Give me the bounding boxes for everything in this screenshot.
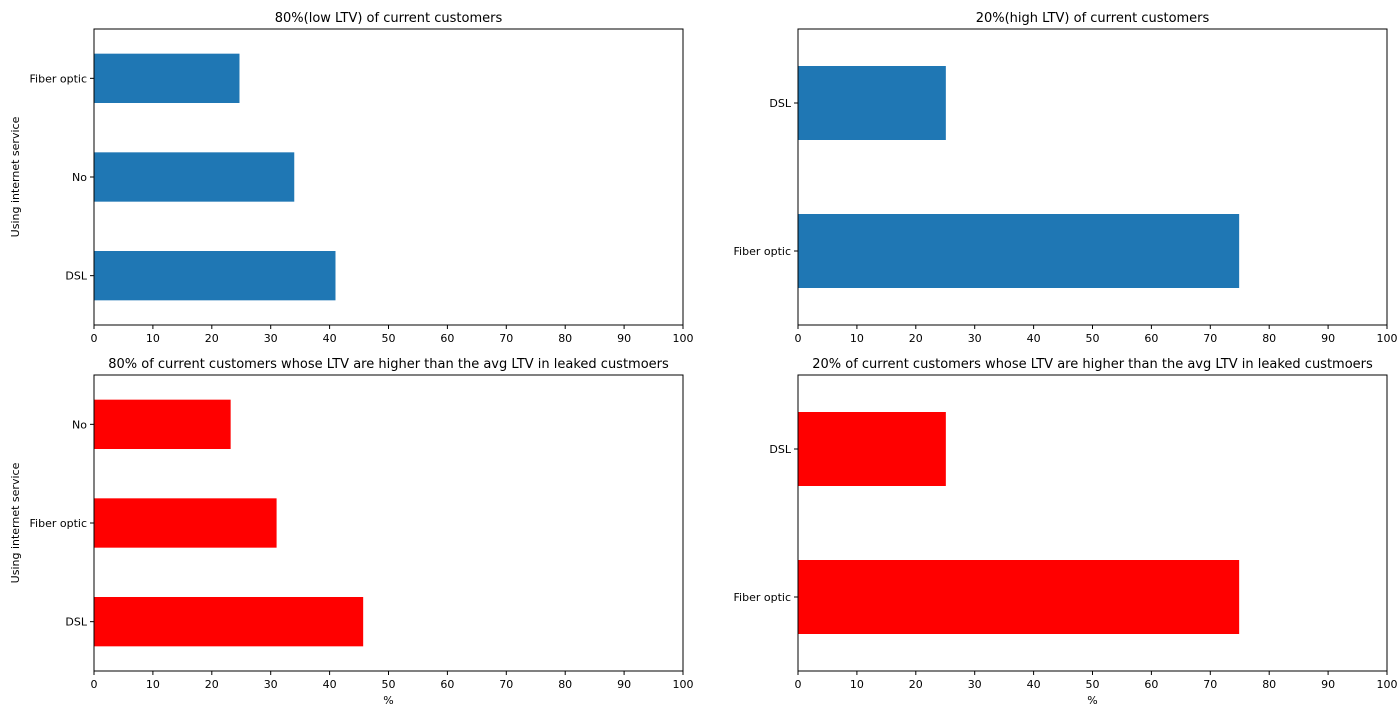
bar bbox=[94, 597, 364, 647]
chart-title: 80% of current customers whose LTV are h… bbox=[108, 357, 669, 372]
x-tick-label: 70 bbox=[499, 678, 513, 691]
x-tick-label: 0 bbox=[91, 678, 98, 691]
x-tick-label: 30 bbox=[968, 678, 982, 691]
x-tick-label: 40 bbox=[323, 332, 337, 345]
x-tick-label: 20 bbox=[909, 678, 923, 691]
bar bbox=[798, 560, 1240, 634]
x-tick-label: 10 bbox=[850, 332, 864, 345]
x-tick-label: 60 bbox=[1144, 678, 1158, 691]
x-tick-label: 10 bbox=[146, 678, 160, 691]
chart-panel-4: 20% of current customers whose LTV are h… bbox=[734, 357, 1398, 707]
x-tick-label: 20 bbox=[205, 678, 219, 691]
x-tick-label: 100 bbox=[673, 678, 694, 691]
y-tick-label: Fiber optic bbox=[734, 591, 791, 604]
bar bbox=[798, 214, 1240, 288]
x-tick-label: 60 bbox=[440, 678, 454, 691]
x-tick-label: 100 bbox=[1377, 678, 1398, 691]
y-tick-label: No bbox=[72, 171, 87, 184]
x-tick-label: 30 bbox=[264, 332, 278, 345]
x-tick-label: 0 bbox=[795, 332, 802, 345]
y-tick-label: Fiber optic bbox=[30, 72, 87, 85]
x-tick-label: 40 bbox=[323, 678, 337, 691]
x-tick-label: 60 bbox=[1144, 332, 1158, 345]
chart-title: 20%(high LTV) of current customers bbox=[976, 11, 1210, 26]
chart-title: 20% of current customers whose LTV are h… bbox=[812, 357, 1373, 372]
x-axis-label: % bbox=[1087, 694, 1097, 707]
y-axis-label: Using internet service bbox=[9, 116, 22, 237]
y-tick-label: Fiber optic bbox=[734, 245, 791, 258]
x-tick-label: 80 bbox=[1262, 332, 1276, 345]
x-tick-label: 70 bbox=[499, 332, 513, 345]
chart-panel-2: 20%(high LTV) of current customers Fiber … bbox=[734, 11, 1398, 345]
x-tick-label: 80 bbox=[558, 678, 572, 691]
x-tick-label: 30 bbox=[264, 678, 278, 691]
x-tick-label: 100 bbox=[673, 332, 694, 345]
x-tick-label: 50 bbox=[382, 332, 396, 345]
y-axis-label: Using internet service bbox=[9, 462, 22, 583]
x-tick-label: 90 bbox=[1321, 332, 1335, 345]
bar bbox=[798, 66, 946, 140]
y-tick-label: DSL bbox=[65, 270, 87, 283]
x-tick-label: 50 bbox=[1086, 678, 1100, 691]
bar bbox=[94, 152, 295, 202]
y-tick-label: No bbox=[72, 418, 87, 431]
bar bbox=[94, 498, 277, 548]
y-tick-label: DSL bbox=[769, 97, 791, 110]
y-tick-label: DSL bbox=[65, 616, 87, 629]
x-tick-label: 0 bbox=[795, 678, 802, 691]
x-tick-label: 50 bbox=[382, 678, 396, 691]
x-tick-label: 50 bbox=[1086, 332, 1100, 345]
x-tick-label: 90 bbox=[617, 678, 631, 691]
y-tick-label: Fiber optic bbox=[30, 517, 87, 530]
x-tick-label: 20 bbox=[205, 332, 219, 345]
bar bbox=[94, 251, 336, 301]
bar bbox=[94, 53, 240, 103]
x-tick-label: 0 bbox=[91, 332, 98, 345]
x-tick-label: 70 bbox=[1203, 332, 1217, 345]
bar bbox=[798, 412, 946, 486]
chart-panel-3: 80% of current customers whose LTV are h… bbox=[9, 357, 694, 707]
x-tick-label: 40 bbox=[1027, 332, 1041, 345]
x-tick-label: 90 bbox=[617, 332, 631, 345]
x-axis-label: % bbox=[383, 694, 393, 707]
x-tick-label: 40 bbox=[1027, 678, 1041, 691]
x-tick-label: 10 bbox=[146, 332, 160, 345]
x-tick-label: 10 bbox=[850, 678, 864, 691]
bar bbox=[94, 399, 231, 449]
x-tick-label: 60 bbox=[440, 332, 454, 345]
x-tick-label: 100 bbox=[1377, 332, 1398, 345]
x-tick-label: 90 bbox=[1321, 678, 1335, 691]
y-tick-label: DSL bbox=[769, 443, 791, 456]
x-tick-label: 70 bbox=[1203, 678, 1217, 691]
chart-panel-1: 80%(low LTV) of current customers DSL No Fi… bbox=[9, 11, 694, 345]
x-tick-label: 20 bbox=[909, 332, 923, 345]
x-tick-label: 80 bbox=[1262, 678, 1276, 691]
x-tick-label: 30 bbox=[968, 332, 982, 345]
x-tick-label: 80 bbox=[558, 332, 572, 345]
chart-title: 80%(low LTV) of current customers bbox=[275, 11, 503, 26]
